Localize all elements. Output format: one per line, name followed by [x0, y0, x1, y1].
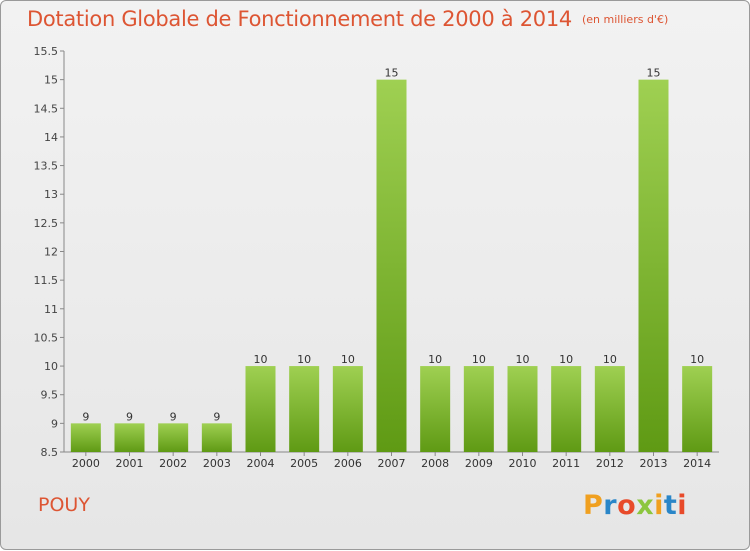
commune-name: POUY	[38, 494, 90, 516]
y-tick-label: 9.5	[41, 389, 59, 402]
logo-letter: r	[603, 490, 618, 521]
bar-value-label: 10	[428, 353, 442, 366]
y-axis-ticks: 8.5 9 9.5 10 10.5 11 11.5 12 12.5 13 13.5 14 14.5 15 1…	[34, 45, 64, 459]
bar-value-label: 10	[254, 353, 268, 366]
x-tick-label: 2011	[552, 457, 580, 470]
y-tick-label: 15	[44, 74, 58, 87]
y-tick-label: 12	[44, 246, 58, 259]
x-tick-label: 2013	[640, 457, 668, 470]
bar	[594, 366, 625, 452]
x-tick-label: 2012	[596, 457, 624, 470]
bar-value-label: 10	[690, 353, 704, 366]
x-tick-label: 2002	[159, 457, 187, 470]
bar	[289, 366, 320, 452]
y-tick-label: 10	[44, 360, 58, 373]
y-tick-label: 14.5	[34, 102, 59, 115]
x-tick-label: 2004	[247, 457, 275, 470]
bar	[682, 366, 713, 452]
bar-value-label: 10	[516, 353, 530, 366]
x-tick-label: 2000	[72, 457, 100, 470]
logo-letter: i	[654, 490, 664, 521]
x-tick-label: 2003	[203, 457, 231, 470]
y-tick-label: 8.5	[41, 446, 59, 459]
bar	[70, 423, 101, 452]
bar	[551, 366, 582, 452]
bar-value-label: 10	[341, 353, 355, 366]
y-tick-label: 10.5	[34, 331, 59, 344]
y-tick-label: 13	[44, 188, 58, 201]
y-tick-label: 11	[44, 303, 58, 316]
bar-value-label: 10	[472, 353, 486, 366]
logo-letter: i	[677, 490, 688, 521]
bar	[638, 79, 669, 453]
x-tick-label: 2010	[509, 457, 537, 470]
y-tick-label: 12.5	[34, 217, 59, 230]
bar	[376, 79, 407, 453]
logo-letter: o	[617, 490, 637, 521]
x-tick-label: 2007	[378, 457, 406, 470]
logo-letter: P	[583, 490, 604, 521]
bars-group: 9 9 9 9 10 10 10 15 10 10 10 10 10 15 10	[70, 67, 713, 453]
bar	[332, 366, 363, 452]
bar-value-label: 9	[170, 410, 177, 423]
y-tick-label: 11.5	[34, 274, 59, 287]
chart-title-text: Dotation Globale de Fonctionnement de 20…	[27, 7, 572, 31]
y-tick-label: 15.5	[34, 45, 59, 58]
x-tick-label: 2006	[334, 457, 362, 470]
y-tick-label: 14	[44, 131, 58, 144]
bar	[201, 423, 232, 452]
bar-value-label: 10	[559, 353, 573, 366]
bar	[114, 423, 145, 452]
bar-value-label: 10	[603, 353, 617, 366]
bar-value-label: 9	[126, 410, 133, 423]
x-tick-label: 2009	[465, 457, 493, 470]
bar	[158, 423, 189, 452]
bar-value-label: 15	[647, 67, 661, 80]
chart-unit: (en milliers d'€)	[581, 13, 669, 26]
x-tick-label: 2014	[683, 457, 711, 470]
y-tick-label: 9	[51, 417, 58, 430]
chart-title: Dotation Globale de Fonctionnement de 20…	[27, 7, 668, 31]
x-axis-labels: 2000 2001 2002 2003 2004 2005 2006 2007 2008 2009…	[72, 452, 711, 470]
logo-letter: x	[636, 490, 655, 521]
x-tick-label: 2005	[290, 457, 318, 470]
x-tick-label: 2001	[116, 457, 144, 470]
bar-value-label: 10	[297, 353, 311, 366]
logo-letter: t	[663, 490, 678, 521]
proxiti-logo: Proxiti	[583, 490, 687, 521]
bar	[507, 366, 538, 452]
bar	[463, 366, 494, 452]
bar-value-label: 9	[82, 410, 89, 423]
bar-value-label: 15	[385, 67, 399, 80]
x-tick-label: 2008	[421, 457, 449, 470]
y-tick-label: 13.5	[34, 160, 59, 173]
bar	[245, 366, 276, 452]
bar-value-label: 9	[213, 410, 220, 423]
bar	[420, 366, 451, 452]
